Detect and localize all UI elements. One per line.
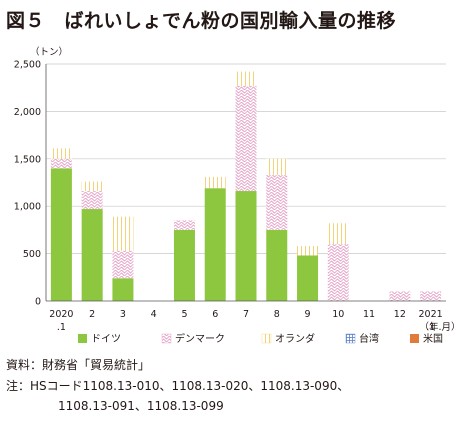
x-tick-label: 10 — [332, 309, 344, 320]
x-tick-label: 12 — [394, 309, 406, 320]
legend-label: 米国 — [423, 332, 443, 345]
bar-segment-ドイツ-8 — [266, 229, 288, 301]
bar-segment-オランダ-2 — [81, 181, 103, 192]
x-tick-label: .1 — [426, 322, 435, 333]
bar-segment-オランダ-2020.1 — [50, 148, 72, 159]
y-tick-label: 1,000 — [14, 202, 41, 213]
legend-swatch — [345, 333, 356, 344]
legend: ドイツ デンマーク オランダ 台湾 米国 — [78, 332, 443, 345]
x-tick-label: .1 — [57, 322, 66, 333]
legend-swatch — [161, 333, 172, 344]
bar-segment-ドイツ-3 — [112, 278, 134, 301]
axes: 0 500 1,000 1,500 2,000 2,500 2020 .1 2 3 4 5 6 7 8 9 10… — [14, 60, 461, 334]
x-tick-label: 7 — [243, 309, 249, 320]
bar-segment-オランダ-7 — [235, 71, 257, 86]
bar-segment-デンマーク-12 — [389, 291, 411, 301]
x-tick-label: 3 — [120, 309, 126, 320]
bar-segment-ドイツ-7 — [235, 191, 257, 301]
bar-segment-ドイツ-2020.1 — [50, 168, 72, 301]
bar-segment-オランダ-8 — [266, 158, 288, 175]
hs-code-note-continued: 1108.13-091、1108.13-099 — [58, 399, 224, 413]
x-tick-label: 11 — [363, 309, 375, 320]
x-tick-label: 5 — [181, 309, 187, 320]
y-tick-label: 500 — [23, 249, 41, 260]
source-note: 資料：財務省「貿易統計」 — [6, 358, 151, 372]
bar-segment-デンマーク-5 — [173, 220, 195, 230]
bar-segment-デンマーク-7 — [235, 85, 257, 192]
legend-swatch — [78, 334, 87, 343]
bar-segment-ドイツ-2 — [81, 209, 103, 301]
legend-label: ドイツ — [91, 334, 121, 345]
x-axis-label: （年.月） — [419, 321, 460, 333]
bar-segment-デンマーク-8 — [266, 174, 288, 230]
page-title: 図５ ばれいしょでん粉の国別輸入量の推移 — [6, 10, 397, 32]
x-tick-label: 9 — [305, 309, 311, 320]
y-tick-label: 2,500 — [14, 60, 41, 71]
bar-segment-オランダ-10 — [327, 223, 349, 245]
y-tick-label: 2,000 — [14, 107, 41, 118]
bar-segment-デンマーク-3 — [112, 250, 134, 279]
y-tick-label: 0 — [35, 297, 41, 308]
y-axis-label: （トン） — [30, 46, 68, 58]
legend-label: 台湾 — [359, 332, 379, 345]
bar-segment-ドイツ-6 — [204, 188, 226, 301]
bar-segment-オランダ-3 — [112, 216, 134, 251]
bar-segment-オランダ-9 — [297, 246, 319, 256]
hs-code-note: 注：HSコード1108.13-010、1108.13-020、1108.13-0… — [6, 379, 350, 393]
bar-segment-デンマーク-10 — [327, 244, 349, 301]
bar-segment-デンマーク-2020.1 — [50, 158, 72, 169]
y-tick-label: 1,500 — [14, 154, 41, 165]
bars — [50, 71, 442, 301]
legend-swatch — [410, 334, 419, 343]
bar-segment-ドイツ-9 — [297, 255, 319, 301]
x-tick-label: 2 — [89, 309, 95, 320]
bar-segment-ドイツ-5 — [173, 229, 195, 301]
x-tick-label: 2020 — [49, 309, 73, 320]
bar-segment-オランダ-6 — [204, 176, 226, 189]
x-tick-label: 6 — [212, 309, 218, 320]
bar-segment-デンマーク-2021.1 — [420, 291, 442, 301]
x-tick-label: 8 — [274, 309, 280, 320]
x-tick-label: 2021 — [419, 309, 443, 320]
legend-swatch — [261, 333, 272, 344]
legend-label: デンマーク — [175, 332, 225, 345]
legend-label: オランダ — [275, 332, 315, 345]
x-tick-label: 4 — [151, 309, 157, 320]
bar-segment-デンマーク-2 — [81, 191, 103, 210]
